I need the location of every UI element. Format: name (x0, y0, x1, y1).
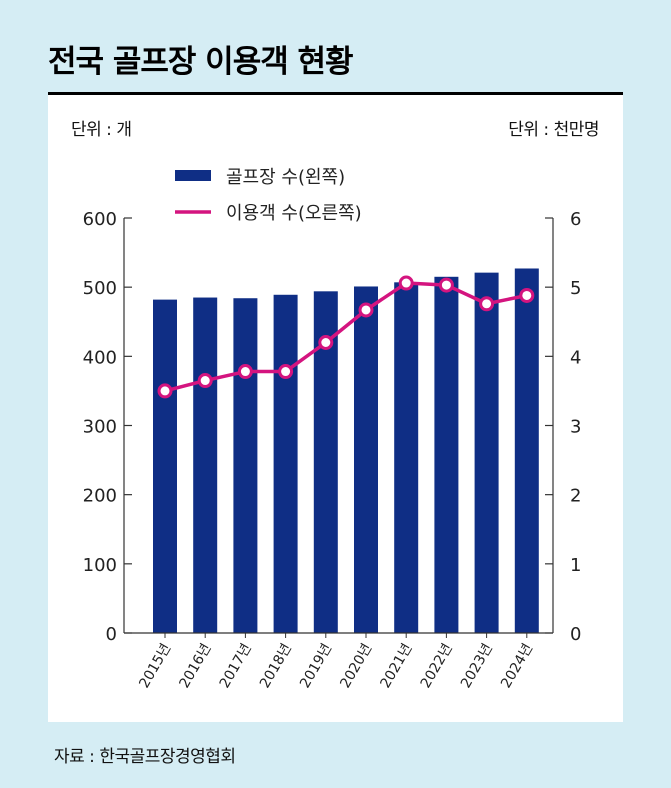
line-point-6 (398, 275, 414, 291)
right-tick-label-3: 3 (570, 417, 581, 438)
left-tick-label-6: 600 (83, 209, 117, 230)
bar-2 (233, 298, 258, 633)
right-tick-label-1: 1 (570, 555, 581, 576)
bar-6 (394, 282, 419, 633)
line-point-1 (197, 373, 213, 389)
left-tick-label-2: 200 (83, 486, 117, 507)
left-tick-label-0: 0 (106, 624, 117, 645)
line-point-4 (318, 335, 334, 350)
line-point-3 (278, 364, 294, 380)
line-point-2 (237, 364, 253, 380)
x-tick-label-2: 2017년 (217, 641, 255, 691)
bar-1 (193, 297, 218, 633)
left-tick-label-3: 300 (83, 417, 117, 438)
bar-8 (474, 272, 499, 633)
bar-9 (514, 268, 539, 633)
left-tick-label-5: 500 (83, 278, 117, 299)
x-tick-label-8: 2023년 (458, 641, 496, 691)
x-tick-label-7: 2022년 (418, 641, 456, 691)
legend-bar-label: 골프장 수(왼쪽) (226, 167, 345, 188)
line-point-8 (479, 296, 495, 312)
x-tick-label-0: 2015년 (136, 641, 174, 691)
right-unit-label: 단위 : 천만명 (508, 120, 599, 140)
chart-title: 전국 골프장 이용객 현황 (48, 44, 354, 80)
right-tick-label-4: 4 (570, 347, 581, 368)
x-tick-label-3: 2018년 (257, 641, 295, 691)
right-tick-label-5: 5 (570, 278, 581, 299)
bar-7 (434, 276, 459, 633)
title-rule (48, 92, 623, 95)
legend-line-label: 이용객 수(오른쪽) (226, 203, 362, 224)
line-point-9 (519, 287, 535, 303)
right-tick-label-6: 6 (570, 209, 581, 230)
left-unit-label: 단위 : 개 (71, 120, 132, 140)
right-tick-label-0: 0 (570, 624, 581, 645)
right-tick-label-2: 2 (570, 486, 581, 507)
x-tick-label-1: 2016년 (177, 641, 215, 691)
left-tick-label-4: 400 (83, 347, 117, 368)
bar-5 (354, 286, 378, 633)
bar-0 (153, 299, 177, 633)
line-point-0 (157, 383, 173, 399)
legend-bar-swatch (175, 170, 211, 181)
source-note: 자료 : 한국골프장경영협회 (54, 747, 236, 767)
x-tick-label-4: 2019년 (297, 641, 335, 691)
line-point-5 (358, 302, 374, 318)
left-tick-label-1: 100 (83, 555, 117, 576)
line-series (164, 281, 528, 393)
bar-3 (273, 294, 298, 633)
line-point-7 (438, 277, 454, 293)
x-tick-label-5: 2020년 (337, 641, 375, 691)
x-tick-label-9: 2024년 (498, 641, 536, 691)
x-tick-label-6: 2021년 (378, 641, 416, 691)
